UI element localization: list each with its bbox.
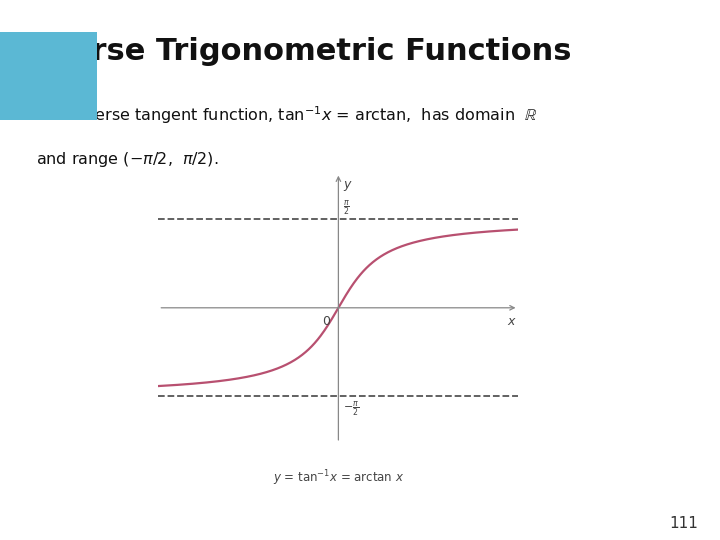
Text: $\frac{\pi}{2}$: $\frac{\pi}{2}$ bbox=[343, 198, 350, 217]
Text: Inverse Trigonometric Functions: Inverse Trigonometric Functions bbox=[18, 37, 572, 66]
Text: $-\frac{\pi}{2}$: $-\frac{\pi}{2}$ bbox=[343, 399, 359, 418]
Text: x: x bbox=[508, 314, 515, 328]
Text: 0: 0 bbox=[323, 314, 330, 328]
Text: and range ($-\pi/2$,  $\pi/2$).: and range ($-\pi/2$, $\pi/2$). bbox=[36, 150, 218, 168]
Text: The inverse tangent function, tan$^{-1}$$x$ = arctan,  has domain  $\mathbb{R}$: The inverse tangent function, tan$^{-1}$… bbox=[36, 105, 537, 126]
Text: y: y bbox=[343, 178, 351, 191]
Text: 111: 111 bbox=[670, 516, 698, 531]
Text: $y$ = tan$^{-1}$$x$ = arctan $x$: $y$ = tan$^{-1}$$x$ = arctan $x$ bbox=[273, 469, 404, 488]
